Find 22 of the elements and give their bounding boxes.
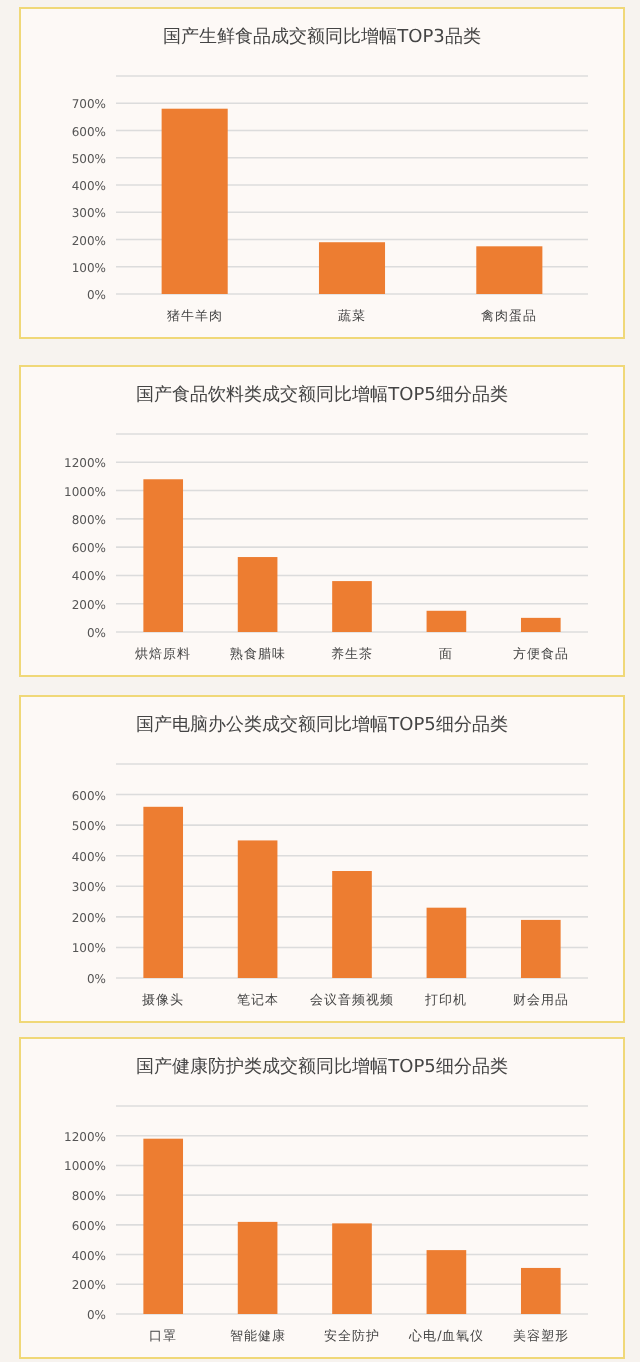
bar [237, 1221, 278, 1314]
chart-title: 国产电脑办公类成交额同比增幅TOP5细分品类 [136, 714, 508, 736]
bar [332, 581, 372, 632]
bar [520, 1267, 561, 1314]
bar [426, 907, 467, 978]
chart-title: 国产健康防护类成交额同比增幅TOP5细分品类 [136, 1056, 508, 1078]
bar [476, 246, 543, 294]
bar [520, 919, 561, 978]
bar [237, 557, 278, 632]
chart-title: 国产食品饮料类成交额同比增幅TOP5细分品类 [136, 384, 508, 406]
bar [237, 840, 278, 978]
bar [143, 479, 184, 632]
bar [332, 871, 372, 978]
bar [161, 108, 228, 294]
bar [426, 610, 467, 632]
chart-title: 国产生鲜食品成交额同比增幅TOP3品类 [163, 26, 481, 48]
bar [332, 1223, 372, 1314]
bar [143, 806, 184, 978]
bar [318, 242, 386, 294]
bar [143, 1138, 184, 1314]
bar [426, 1250, 467, 1314]
bar [520, 617, 561, 632]
